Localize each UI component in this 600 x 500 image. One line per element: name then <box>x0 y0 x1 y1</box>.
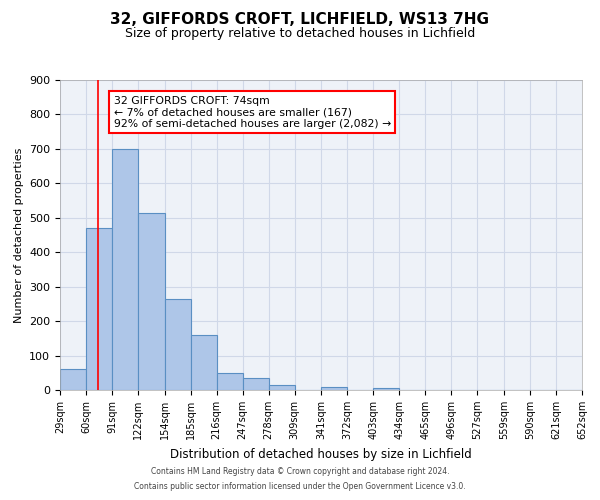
X-axis label: Distribution of detached houses by size in Lichfield: Distribution of detached houses by size … <box>170 448 472 460</box>
Bar <box>242 378 269 390</box>
Text: 32 GIFFORDS CROFT: 74sqm
← 7% of detached houses are smaller (167)
92% of semi-d: 32 GIFFORDS CROFT: 74sqm ← 7% of detache… <box>113 96 391 128</box>
Y-axis label: Number of detached properties: Number of detached properties <box>14 148 23 322</box>
Bar <box>373 388 400 390</box>
Bar <box>112 149 138 390</box>
Bar <box>165 298 191 390</box>
Text: 32, GIFFORDS CROFT, LICHFIELD, WS13 7HG: 32, GIFFORDS CROFT, LICHFIELD, WS13 7HG <box>110 12 490 28</box>
Bar <box>217 374 242 390</box>
Bar <box>60 370 86 390</box>
Text: Size of property relative to detached houses in Lichfield: Size of property relative to detached ho… <box>125 28 475 40</box>
Text: Contains public sector information licensed under the Open Government Licence v3: Contains public sector information licen… <box>134 482 466 491</box>
Bar <box>86 228 112 390</box>
Bar <box>191 335 217 390</box>
Bar <box>322 386 347 390</box>
Bar <box>269 385 295 390</box>
Bar <box>138 212 165 390</box>
Text: Contains HM Land Registry data © Crown copyright and database right 2024.: Contains HM Land Registry data © Crown c… <box>151 467 449 476</box>
